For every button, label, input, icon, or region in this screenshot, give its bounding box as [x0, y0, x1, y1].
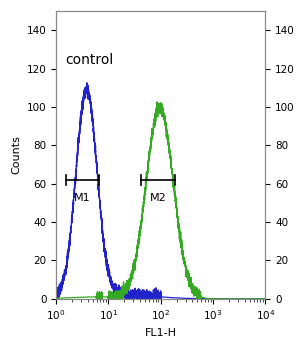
- X-axis label: FL1-H: FL1-H: [145, 328, 177, 338]
- Y-axis label: Counts: Counts: [11, 135, 21, 174]
- Text: M1: M1: [74, 193, 91, 203]
- Text: control: control: [65, 53, 114, 67]
- Text: M2: M2: [150, 193, 166, 203]
